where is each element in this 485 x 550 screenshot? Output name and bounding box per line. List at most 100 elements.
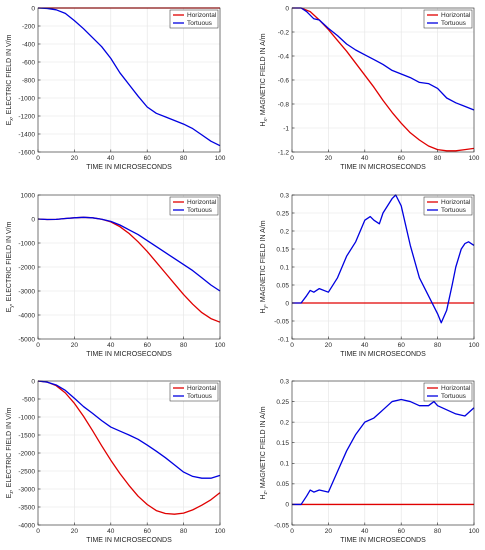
- x-tick-label: 40: [107, 155, 115, 162]
- x-tick-label: 0: [290, 528, 294, 535]
- y-axis-label: Hz, MAGNETIC FIELD IN A/m: [260, 406, 269, 499]
- legend-entry-label: Horizontal: [187, 12, 217, 19]
- y-tick-label: -1.2: [278, 149, 290, 156]
- x-tick-label: 40: [361, 342, 369, 349]
- y-tick-label: -200: [22, 23, 35, 30]
- x-tick-label: 40: [107, 342, 115, 349]
- legend-entry-label: Tortuous: [187, 20, 213, 27]
- x-tick-label: 0: [290, 155, 294, 162]
- x-tick-label: 80: [180, 155, 188, 162]
- y-tick-label: -0.8: [278, 101, 290, 108]
- y-tick-label: -4000: [18, 312, 35, 319]
- y-tick-label: -1000: [18, 414, 35, 421]
- x-tick-label: 0: [36, 342, 40, 349]
- x-axis-label: TIME IN MICROSECONDS: [340, 537, 426, 544]
- x-tick-label: 80: [434, 342, 442, 349]
- x-tick-label: 100: [469, 155, 480, 162]
- legend-entry-label: Tortuous: [187, 393, 213, 400]
- y-tick-label: 0.1: [280, 264, 289, 271]
- x-tick-label: 100: [215, 528, 226, 535]
- series-line-tortuous: [292, 7, 475, 111]
- y-axis-label: Ex, ELECTRIC FIELD IN V/m: [6, 34, 15, 125]
- y-tick-label: 1000: [21, 192, 36, 199]
- x-tick-label: 20: [325, 155, 333, 162]
- legend-entry-label: Tortuous: [441, 207, 467, 214]
- y-tick-label: 0.25: [276, 210, 289, 217]
- y-tick-label: 0: [285, 5, 289, 12]
- x-axis-label: TIME IN MICROSECONDS: [86, 164, 172, 171]
- legend-entry-label: Horizontal: [187, 199, 217, 206]
- y-axis-label: Ez, ELECTRIC FIELD IN V/m: [6, 407, 15, 498]
- x-tick-label: 60: [398, 155, 406, 162]
- y-axis-label: Hy, MAGNETIC FIELD IN A/m: [260, 220, 269, 313]
- x-tick-label: 40: [361, 528, 369, 535]
- x-tick-label: 80: [180, 342, 188, 349]
- y-tick-label: 0.15: [276, 440, 289, 447]
- y-tick-label: 0: [31, 378, 35, 385]
- x-tick-label: 100: [469, 528, 480, 535]
- y-tick-label: 0: [31, 216, 35, 223]
- y-tick-label: 0.3: [280, 378, 289, 385]
- y-tick-label: -0.6: [278, 77, 290, 84]
- x-tick-label: 80: [434, 528, 442, 535]
- y-tick-label: -0.05: [274, 318, 289, 325]
- x-tick-label: 20: [71, 342, 79, 349]
- y-tick-label: -500: [22, 396, 35, 403]
- legend-entry-label: Horizontal: [441, 199, 471, 206]
- y-tick-label: -1000: [18, 95, 35, 102]
- x-tick-label: 20: [325, 342, 333, 349]
- x-axis-label: TIME IN MICROSECONDS: [86, 351, 172, 358]
- y-tick-label: 0.3: [280, 192, 289, 199]
- y-tick-label: -1000: [18, 240, 35, 247]
- x-tick-label: 80: [180, 528, 188, 535]
- y-tick-label: -3000: [18, 288, 35, 295]
- chart-panel-3: 0 20 40 60 80 100 1000 0 -1000 -2000 -3000 -4000 -50…: [6, 192, 226, 358]
- y-tick-label: -3500: [18, 504, 35, 511]
- x-axis-label: TIME IN MICROSECONDS: [86, 537, 172, 544]
- x-tick-label: 60: [398, 342, 406, 349]
- y-tick-label: 0.25: [276, 399, 289, 406]
- y-tick-label: 0.2: [280, 419, 289, 426]
- y-tick-label: -0.05: [274, 522, 289, 529]
- y-tick-label: 0.1: [280, 461, 289, 468]
- series-line-tortuous: [292, 398, 475, 506]
- y-tick-label: -4000: [18, 522, 35, 529]
- y-tick-label: -0.1: [278, 336, 290, 343]
- chart-panel-1: 0 20 40 60 80 100 0 -200 -400 -600 -800 -1000 -1200 -…: [6, 5, 226, 171]
- x-axis-label: TIME IN MICROSECONDS: [340, 164, 426, 171]
- x-tick-label: 20: [71, 155, 79, 162]
- y-axis-label: Ey, ELECTRIC FIELD IN V/m: [6, 221, 15, 312]
- legend-entry-label: Tortuous: [187, 207, 213, 214]
- legend-entry-label: Horizontal: [187, 385, 217, 392]
- chart-panel-5: 0 20 40 60 80 100 0 -500 -1000 -1500 -2000 -2500 -30…: [6, 378, 226, 544]
- series-line-tortuous: [37, 7, 221, 147]
- y-tick-label: -0.2: [278, 29, 290, 36]
- x-tick-label: 100: [469, 342, 480, 349]
- y-tick-label: -2000: [18, 450, 35, 457]
- x-tick-label: 40: [361, 155, 369, 162]
- y-tick-label: -2000: [18, 264, 35, 271]
- y-tick-label: -3000: [18, 486, 35, 493]
- chart-panel-4: 0 20 40 60 80 100 0.3 0.25 0.2 0.15 0.1 0.05 0 -0.05 -…: [260, 192, 480, 358]
- x-tick-label: 60: [144, 155, 152, 162]
- x-tick-label: 100: [215, 342, 226, 349]
- chart-panel-6: 0 20 40 60 80 1000.30.250.20.150.10.050-0.05T…: [260, 378, 480, 544]
- y-tick-label: 0.05: [276, 282, 289, 289]
- series-line-tortuous: [292, 194, 475, 324]
- legend-entry-label: Tortuous: [441, 393, 467, 400]
- y-tick-label: -5000: [18, 336, 35, 343]
- y-tick-label: -1600: [18, 149, 35, 156]
- series-line-tortuous: [37, 380, 221, 479]
- y-tick-label: -1200: [18, 113, 35, 120]
- x-tick-label: 0: [290, 342, 294, 349]
- axes-frame: [291, 380, 475, 526]
- y-tick-label: -1: [283, 125, 289, 132]
- x-tick-label: 60: [398, 528, 406, 535]
- x-tick-label: 0: [36, 155, 40, 162]
- y-tick-label: -800: [22, 77, 35, 84]
